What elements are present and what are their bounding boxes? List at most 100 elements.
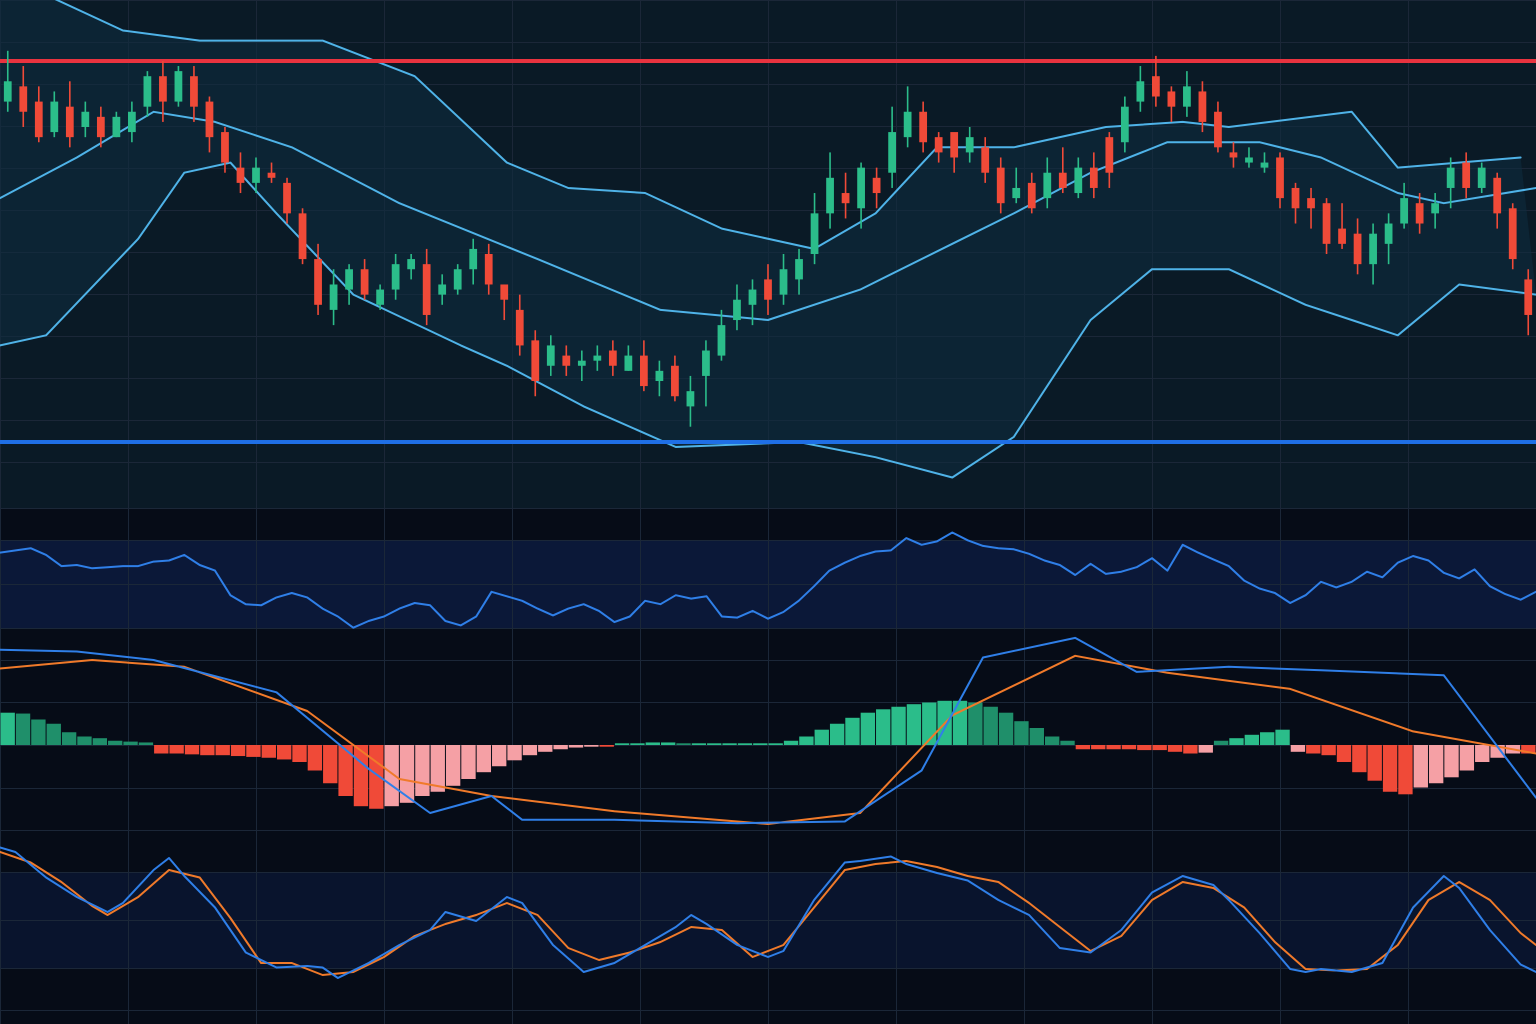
macd-panel[interactable] (0, 636, 1536, 825)
candle-up (702, 350, 710, 376)
candle-down (531, 340, 540, 381)
macd-histogram-bar-negative (246, 745, 261, 757)
macd-histogram-bar-positive (31, 719, 46, 745)
candle-down (1462, 162, 1471, 188)
candle-up (779, 269, 788, 295)
candle-down (1353, 233, 1362, 265)
candle-up (717, 325, 726, 356)
macd-histogram-bar-positive (829, 723, 845, 745)
candle-down (96, 116, 105, 138)
candle-up (1245, 157, 1253, 163)
candle-down (298, 213, 307, 260)
candle-down (996, 167, 1005, 204)
macd-histogram-bar-negative (538, 745, 553, 752)
macd-histogram-bar-negative (261, 745, 276, 758)
candle-up (143, 76, 152, 107)
candle-down (1229, 152, 1238, 158)
macd-histogram-bar-negative (1121, 745, 1137, 750)
macd-histogram-bar-positive (814, 729, 829, 745)
macd-histogram-bar-negative (384, 745, 399, 807)
macd-histogram-bar-negative (200, 745, 215, 756)
macd-histogram-bar-negative (1075, 745, 1091, 750)
candle-down (1322, 203, 1331, 244)
macd-histogram-bar-negative (1444, 745, 1459, 778)
macd-histogram-bar-negative (230, 745, 246, 757)
macd-histogram-bar-positive (676, 743, 691, 745)
candle-up (174, 71, 183, 102)
macd-histogram-bar-positive (922, 702, 937, 745)
bollinger-middle-band (0, 110, 1536, 321)
macd-histogram-bar-positive (1044, 736, 1060, 745)
macd-histogram-bar-positive (1014, 721, 1029, 745)
candle-down (1508, 208, 1517, 260)
candle-up (1477, 167, 1486, 188)
macd-histogram-bar-negative (1475, 745, 1490, 762)
macd-histogram-bar-positive (707, 743, 722, 745)
macd-histogram-bar-positive (983, 706, 998, 745)
macd-histogram-bar-positive (92, 738, 108, 745)
macd-histogram-bar-negative (1091, 745, 1106, 750)
macd-histogram-bar-positive (108, 740, 123, 745)
macd-histogram-bar-negative (522, 745, 538, 756)
macd-histogram-bar-positive (783, 740, 799, 745)
candle-up (1384, 223, 1393, 244)
macd-histogram-bar-negative (154, 745, 169, 754)
macd-histogram-bar-positive (799, 736, 814, 745)
candle-down (221, 132, 229, 163)
candle-up (733, 299, 741, 321)
macd-histogram-bar-negative (169, 745, 184, 754)
macd-histogram-bar-positive (952, 700, 968, 745)
macd-histogram-bar-negative (1306, 745, 1321, 754)
macd-histogram-bar-negative (292, 745, 307, 762)
candle-up (965, 137, 974, 153)
candle-up (469, 248, 478, 270)
macd-histogram-bar-negative (1413, 745, 1428, 788)
candle-down (950, 132, 959, 158)
macd-histogram-bar-negative (399, 745, 415, 803)
candle-up (1183, 86, 1191, 107)
candle-up (903, 111, 912, 138)
candle-up (810, 213, 819, 254)
candle-down (608, 350, 617, 366)
candle-up (453, 269, 462, 290)
candle-down (65, 106, 74, 138)
stochastic-panel[interactable] (0, 846, 1536, 979)
candle-down (1198, 91, 1207, 122)
macd-histogram-bar-negative (553, 745, 568, 750)
macd-histogram-bar-positive (845, 717, 860, 745)
macd-histogram-bar-negative (1382, 745, 1398, 792)
macd-histogram-bar-negative (1198, 745, 1213, 753)
candle-up (1260, 162, 1269, 168)
candle-up (252, 167, 260, 183)
macd-histogram-bar-negative (184, 745, 200, 755)
candle-up (81, 111, 90, 127)
macd-histogram-bar-negative (1137, 745, 1152, 751)
candle-down (1307, 198, 1315, 209)
candle-up (826, 177, 834, 214)
candle-up (112, 116, 121, 138)
macd-histogram-bar-negative (430, 745, 445, 792)
macd-signal-line (0, 654, 1536, 825)
candle-up (391, 264, 400, 290)
price-panel[interactable] (0, 0, 1536, 479)
candle-down (1291, 187, 1300, 209)
macd-histogram-bar-positive (1244, 734, 1260, 745)
rsi-panel[interactable] (0, 531, 1536, 629)
candle-down (205, 101, 214, 138)
candle-down (283, 182, 291, 214)
candle-down (1152, 76, 1160, 97)
macd-line (0, 636, 1536, 825)
macd-histogram-bar-negative (369, 745, 384, 809)
candle-up (888, 132, 896, 173)
macd-histogram-bar-positive (1060, 740, 1075, 745)
candle-up (795, 259, 803, 280)
candle-up (128, 111, 136, 133)
macd-histogram-bar-positive (906, 704, 922, 745)
candle-down (159, 76, 167, 102)
macd-histogram-bar-positive (998, 712, 1014, 745)
macd-histogram-bar-negative (1290, 745, 1306, 752)
macd-histogram-bar-positive (968, 702, 983, 745)
candle-down (640, 355, 648, 387)
